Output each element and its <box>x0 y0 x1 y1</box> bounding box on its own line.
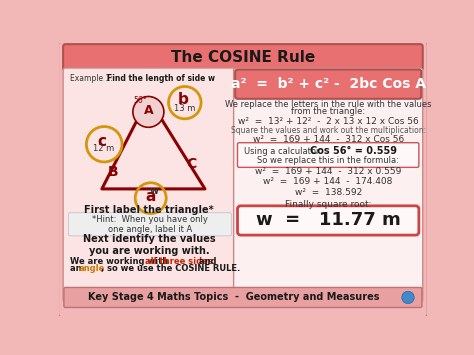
Text: We are working with: We are working with <box>70 257 171 266</box>
FancyBboxPatch shape <box>64 288 422 307</box>
Text: and: and <box>196 257 216 266</box>
Text: from the triangle:: from the triangle: <box>291 106 365 116</box>
FancyBboxPatch shape <box>235 70 421 99</box>
Text: w²  =  138.592: w² = 138.592 <box>294 188 362 197</box>
FancyBboxPatch shape <box>237 143 419 167</box>
Circle shape <box>402 291 414 304</box>
Text: a²  =  b² + c² -  2bc Cos A: a² = b² + c² - 2bc Cos A <box>231 77 426 91</box>
FancyBboxPatch shape <box>63 68 235 302</box>
FancyBboxPatch shape <box>69 213 231 236</box>
Text: 56°: 56° <box>133 96 146 105</box>
Text: *Hint:  When you have only
one angle, label it A: *Hint: When you have only one angle, lab… <box>92 215 208 234</box>
Text: The COSINE Rule: The COSINE Rule <box>171 50 315 65</box>
Text: Next identify the values
you are working with.: Next identify the values you are working… <box>83 234 216 256</box>
Text: angle: angle <box>79 264 105 273</box>
Text: Key Stage 4 Maths Topics  -  Geometry and Measures: Key Stage 4 Maths Topics - Geometry and … <box>88 293 379 302</box>
Text: Example 1:: Example 1: <box>70 74 118 83</box>
Text: C: C <box>186 157 196 171</box>
Text: b: b <box>178 92 189 107</box>
Text: w²  =  169 + 144  -  174.408: w² = 169 + 144 - 174.408 <box>264 178 393 186</box>
FancyBboxPatch shape <box>234 68 423 302</box>
Circle shape <box>133 97 164 127</box>
Text: A: A <box>145 104 154 117</box>
Text: all three sides: all three sides <box>145 257 213 266</box>
Text: 12 m: 12 m <box>93 144 114 153</box>
Text: w²  =  169 + 144  -  312 x 0.559: w² = 169 + 144 - 312 x 0.559 <box>255 167 401 176</box>
Text: 13 m: 13 m <box>174 104 195 113</box>
Text: Using a calculator:: Using a calculator: <box>244 147 327 156</box>
Text: First label the triangle*: First label the triangle* <box>84 206 214 215</box>
FancyBboxPatch shape <box>63 44 423 70</box>
Text: B: B <box>108 165 119 179</box>
Text: w: w <box>149 186 158 196</box>
Text: Square the values and work out the multiplication:: Square the values and work out the multi… <box>231 126 426 135</box>
Text: c: c <box>97 134 106 149</box>
Text: w²  =  13² + 12²  -  2 x 13 x 12 x Cos 56: w² = 13² + 12² - 2 x 13 x 12 x Cos 56 <box>238 118 419 126</box>
FancyBboxPatch shape <box>237 206 419 235</box>
FancyBboxPatch shape <box>58 41 428 317</box>
Text: w  =   11.77 m: w = 11.77 m <box>256 212 401 229</box>
Text: We replace the letters in the rule with the values: We replace the letters in the rule with … <box>225 100 431 109</box>
Text: w²  =  169 + 144  -  312 x Cos 56: w² = 169 + 144 - 312 x Cos 56 <box>253 135 404 144</box>
Text: an: an <box>70 264 84 273</box>
Text: , so we use the COSINE RULE.: , so we use the COSINE RULE. <box>101 264 240 273</box>
Text: Finally square root:: Finally square root: <box>285 200 372 209</box>
Text: Cos 56° = 0.559: Cos 56° = 0.559 <box>310 146 397 156</box>
Text: So we replace this in the formula:: So we replace this in the formula: <box>257 156 399 165</box>
Text: a: a <box>146 189 156 204</box>
Text: Find the length of side w: Find the length of side w <box>107 74 215 83</box>
